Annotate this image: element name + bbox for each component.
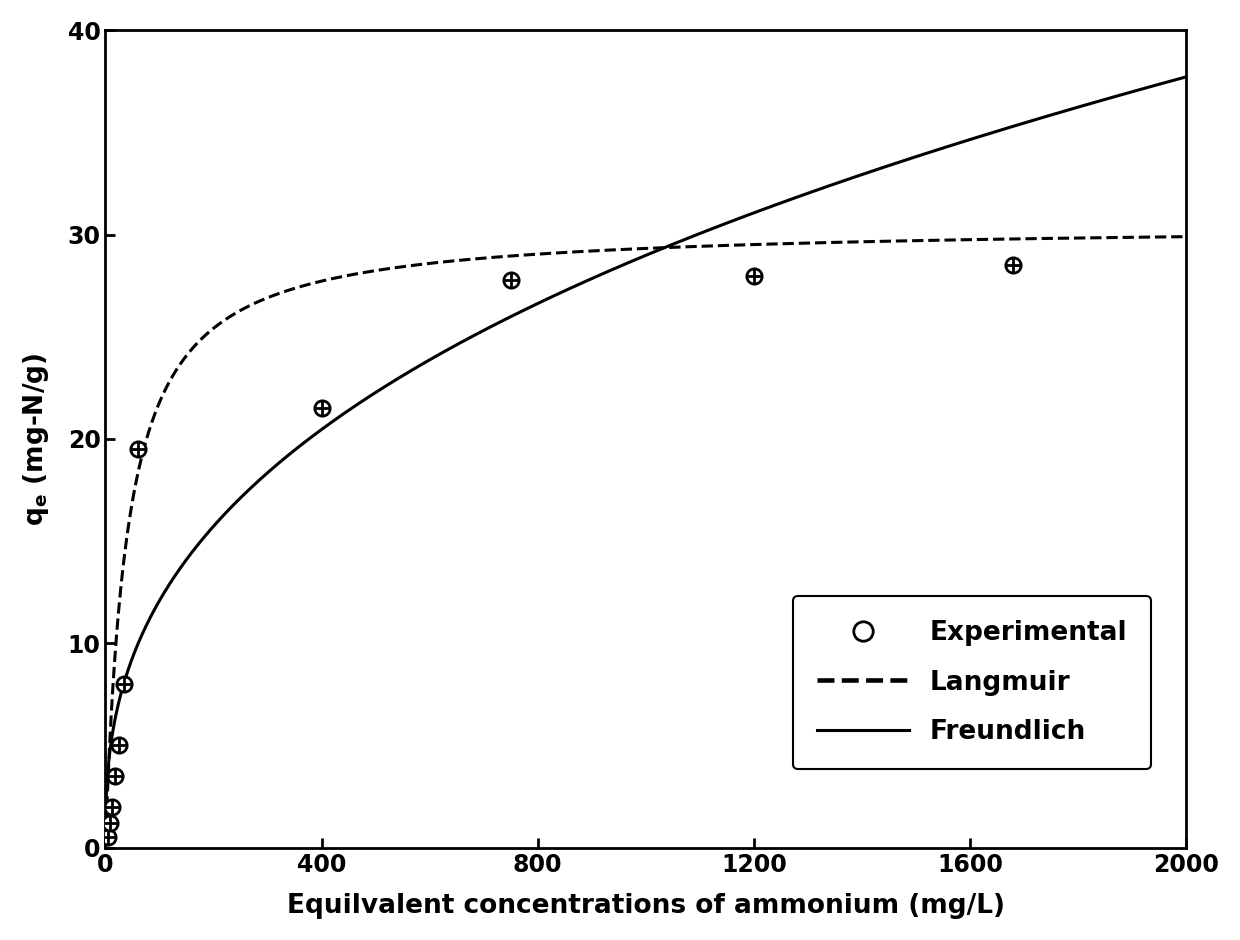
Legend: Experimental, Langmuir, Freundlich: Experimental, Langmuir, Freundlich — [792, 596, 1152, 769]
Y-axis label: $\mathbf{q_e}$ (mg-N/g): $\mathbf{q_e}$ (mg-N/g) — [21, 352, 51, 525]
X-axis label: Equilvalent concentrations of ammonium (mg/L): Equilvalent concentrations of ammonium (… — [286, 893, 1004, 919]
